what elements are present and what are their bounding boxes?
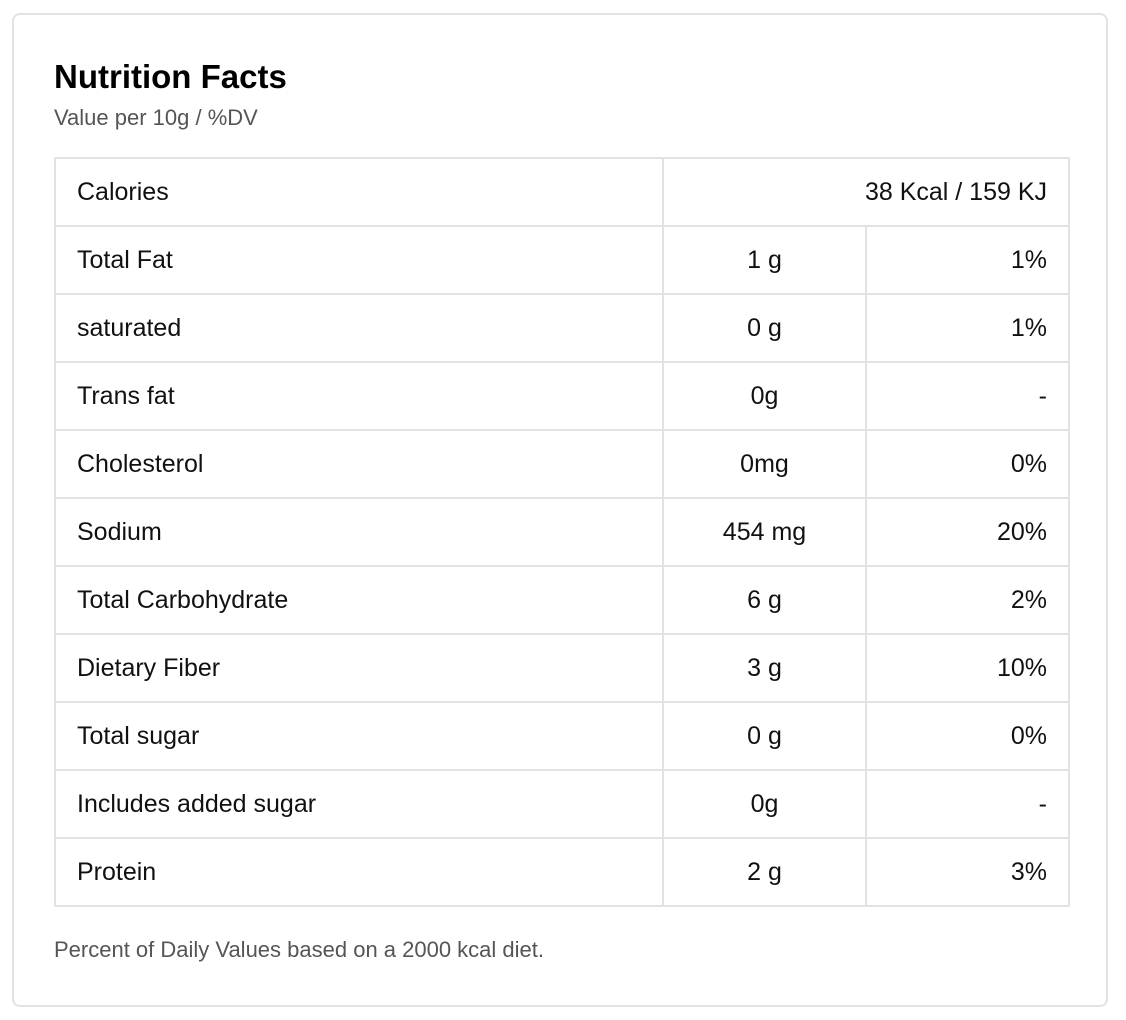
nutrient-dv: 20% <box>865 497 1070 567</box>
nutrient-dv: - <box>865 769 1070 839</box>
table-row: Trans fat 0g - <box>54 361 1070 431</box>
nutrient-amount: 6 g <box>662 565 867 635</box>
nutrient-amount: 0 g <box>662 701 867 771</box>
nutrient-amount: 0g <box>662 769 867 839</box>
nutrient-name: Includes added sugar <box>54 769 664 839</box>
table-row: Dietary Fiber 3 g 10% <box>54 633 1070 703</box>
table-row: Total Fat 1 g 1% <box>54 225 1070 295</box>
nutrient-amount: 3 g <box>662 633 867 703</box>
calories-value: 38 Kcal / 159 KJ <box>662 157 1070 227</box>
nutrient-dv: 1% <box>865 293 1070 363</box>
nutrient-dv: 10% <box>865 633 1070 703</box>
nutrient-dv: 1% <box>865 225 1070 295</box>
nutrient-dv: 0% <box>865 429 1070 499</box>
page-title: Nutrition Facts <box>54 58 287 95</box>
nutrition-facts-card: Nutrition Facts Value per 10g / %DV Calo… <box>12 13 1108 1007</box>
daily-value-footnote: Percent of Daily Values based on a 2000 … <box>54 937 545 962</box>
nutrient-name: Total Fat <box>54 225 664 295</box>
nutrient-name: Dietary Fiber <box>54 633 664 703</box>
nutrient-dv: - <box>865 361 1070 431</box>
table-row-calories: Calories 38 Kcal / 159 KJ <box>54 157 1070 227</box>
table-row: Cholesterol 0mg 0% <box>54 429 1070 499</box>
nutrient-dv: 0% <box>865 701 1070 771</box>
nutrient-amount: 0 g <box>662 293 867 363</box>
nutrient-amount: 0g <box>662 361 867 431</box>
nutrient-name: Trans fat <box>54 361 664 431</box>
calories-label: Calories <box>54 157 664 227</box>
table-row: Includes added sugar 0g - <box>54 769 1070 839</box>
nutrient-dv: 2% <box>865 565 1070 635</box>
nutrient-name: Cholesterol <box>54 429 664 499</box>
nutrient-name: Protein <box>54 837 664 907</box>
nutrient-dv: 3% <box>865 837 1070 907</box>
nutrient-name: Total Carbohydrate <box>54 565 664 635</box>
nutrient-name: Total sugar <box>54 701 664 771</box>
nutrient-amount: 1 g <box>662 225 867 295</box>
nutrient-amount: 2 g <box>662 837 867 907</box>
table-row: Protein 2 g 3% <box>54 837 1070 907</box>
table-row: saturated 0 g 1% <box>54 293 1070 363</box>
nutrient-name: Sodium <box>54 497 664 567</box>
serving-subtitle: Value per 10g / %DV <box>54 105 258 130</box>
nutrient-name: saturated <box>54 293 664 363</box>
table-row: Sodium 454 mg 20% <box>54 497 1070 567</box>
nutrient-amount: 454 mg <box>662 497 867 567</box>
table-row: Total sugar 0 g 0% <box>54 701 1070 771</box>
nutrition-table: Calories 38 Kcal / 159 KJ Total Fat 1 g … <box>54 157 1070 907</box>
table-row: Total Carbohydrate 6 g 2% <box>54 565 1070 635</box>
nutrient-amount: 0mg <box>662 429 867 499</box>
